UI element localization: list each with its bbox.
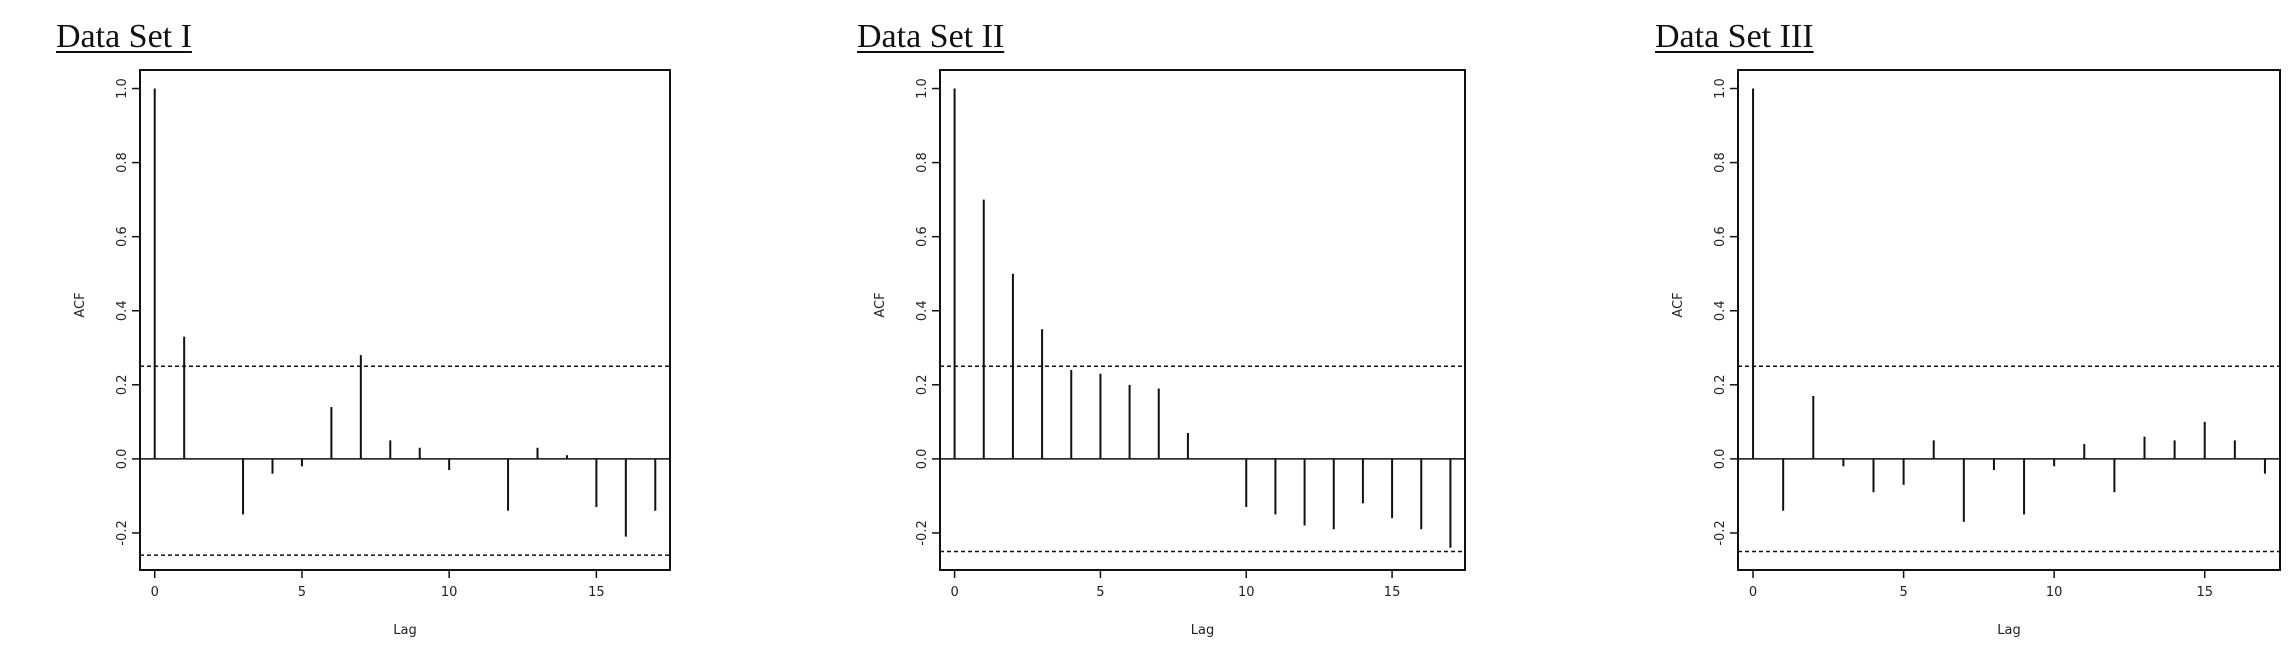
- y-tick-label: 0.6: [1713, 226, 1728, 247]
- x-axis-title: Lag: [1191, 623, 1214, 638]
- y-tick-label: 0.4: [1713, 300, 1728, 321]
- y-axis-title: ACF: [873, 292, 888, 317]
- x-axis-title: Lag: [1997, 623, 2020, 638]
- y-tick-label: 0.8: [115, 152, 130, 173]
- y-axis-title: ACF: [1671, 292, 1686, 317]
- x-tick-label: 10: [441, 585, 458, 600]
- x-tick-label: 0: [1749, 585, 1757, 600]
- y-tick-label: 0.2: [1713, 374, 1728, 395]
- plot-frame: [1737, 69, 2281, 571]
- x-axis-title: Lag: [393, 623, 416, 638]
- plot-frame: [139, 69, 671, 571]
- y-tick-label: 0.6: [915, 226, 930, 247]
- chart-3-title: Data Set III: [1655, 18, 1814, 55]
- y-tick-label: 0.4: [115, 300, 130, 321]
- x-tick-label: 15: [1384, 585, 1401, 600]
- y-tick-label: 0.0: [915, 449, 930, 470]
- chart-1-title: Data Set I: [56, 18, 192, 55]
- chart-2-title: Data Set II: [857, 18, 1005, 55]
- y-tick-label: -0.2: [915, 520, 930, 545]
- y-tick-label: 1.0: [1713, 78, 1728, 99]
- chart-2: 0 5 10 15 -0.2 0.0 0.2 0.4 0.6 0.8 1.0 Lag ACF: [873, 69, 1466, 638]
- chart-3: 0 5 10 15 -0.2 0.0 0.2 0.4 0.6 0.8 1.0 Lag ACF: [1671, 69, 2281, 638]
- x-tick-label: 0: [151, 585, 159, 600]
- y-axis-title: ACF: [73, 292, 88, 317]
- y-tick-label: 0.8: [915, 152, 930, 173]
- x-tick-label: 5: [1096, 585, 1104, 600]
- x-tick-label: 10: [1238, 585, 1255, 600]
- y-tick-label: -0.2: [1713, 520, 1728, 545]
- x-tick-label: 10: [2046, 585, 2063, 600]
- y-tick-label: 0.2: [115, 374, 130, 395]
- x-tick-label: 5: [1899, 585, 1907, 600]
- y-tick-label: 0.8: [1713, 152, 1728, 173]
- chart-1: 0 5 10 15 -0.2 0.0 0.2 0.4 0.6 0.8 1.0 Lag ACF: [73, 69, 671, 638]
- y-tick-label: 1.0: [115, 78, 130, 99]
- y-tick-label: -0.2: [115, 520, 130, 545]
- x-tick-label: 15: [2196, 585, 2213, 600]
- y-tick-label: 0.2: [915, 374, 930, 395]
- plot-frame: [939, 69, 1466, 571]
- y-tick-label: 0.4: [915, 300, 930, 321]
- y-tick-label: 1.0: [915, 78, 930, 99]
- y-tick-label: 0.6: [115, 226, 130, 247]
- y-tick-label: 0.0: [115, 449, 130, 470]
- x-tick-label: 0: [950, 585, 958, 600]
- x-tick-label: 5: [298, 585, 306, 600]
- y-tick-label: 0.0: [1713, 449, 1728, 470]
- x-tick-label: 15: [588, 585, 605, 600]
